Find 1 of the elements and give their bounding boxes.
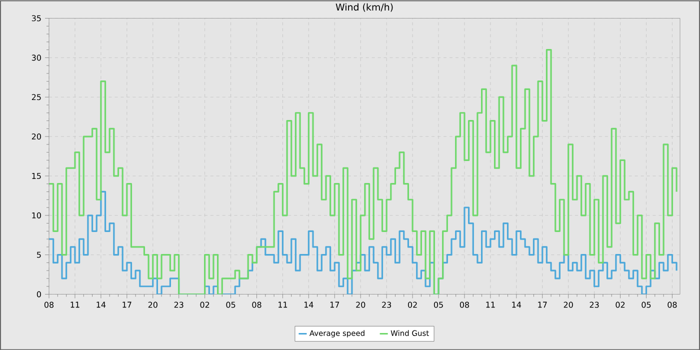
chart-title: Wind (km/h) bbox=[336, 3, 393, 12]
